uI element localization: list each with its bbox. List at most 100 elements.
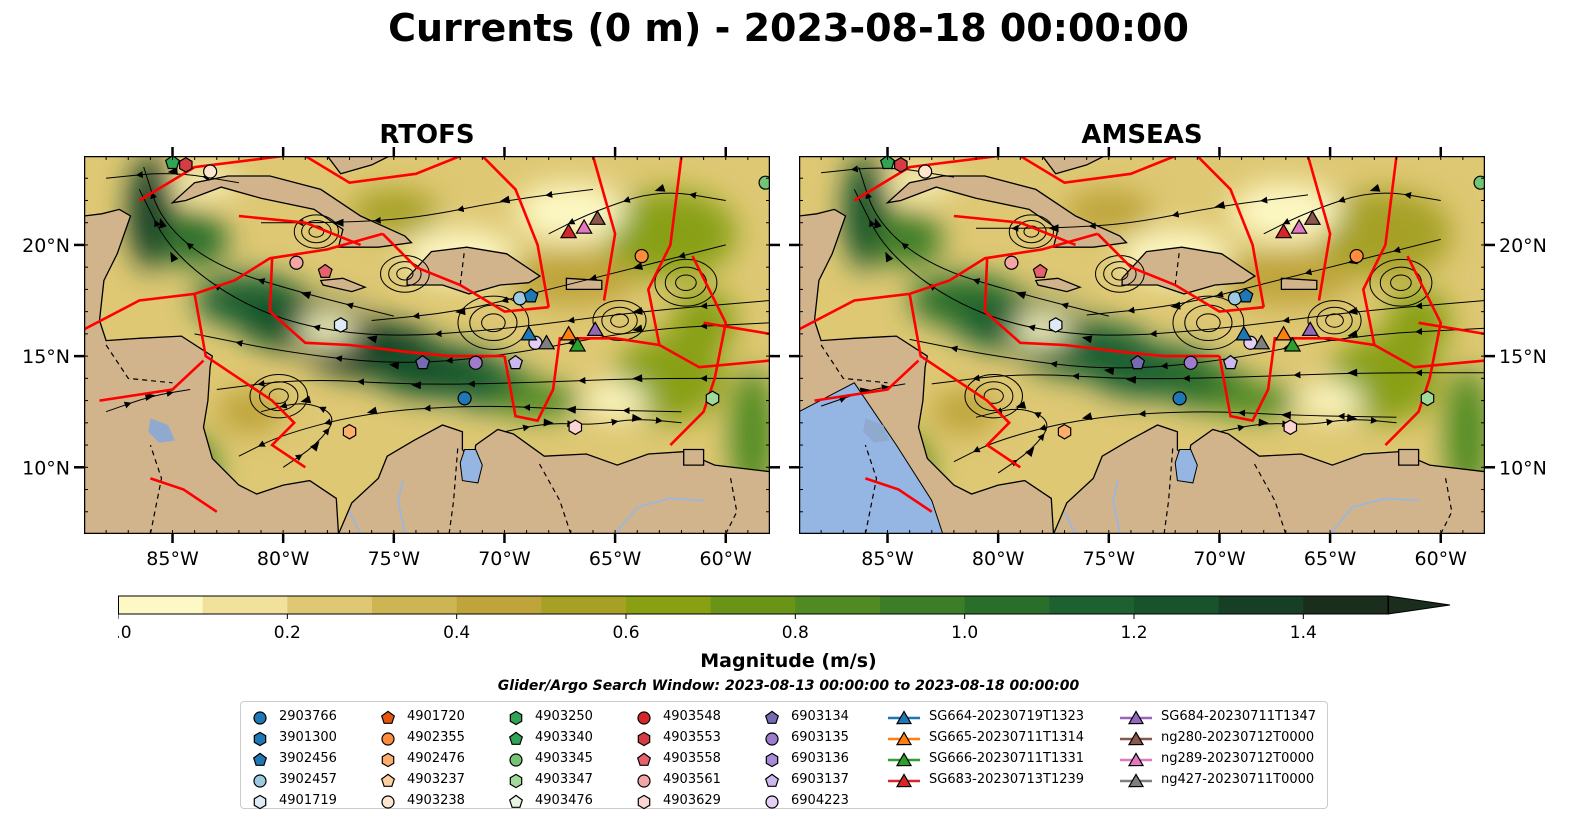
legend-marker-icon (637, 794, 651, 809)
legend-label: 4903340 (535, 730, 593, 745)
streamline (858, 166, 1109, 317)
marker-4902476 (1057, 423, 1072, 440)
legend-marker (252, 752, 268, 766)
legend-label: 3901300 (279, 730, 337, 745)
colorbar-segment (372, 596, 458, 614)
legend-entry: 4903237 (377, 769, 465, 790)
flow-arrow (1081, 335, 1093, 344)
flow-arrow (388, 361, 400, 370)
eddy-streamline (268, 388, 289, 404)
lon-label: 80°W (257, 548, 310, 570)
colorbar-frame (118, 595, 1389, 615)
marker-ng289-20230712T0000 (575, 218, 593, 234)
legend-label: 4903347 (535, 772, 593, 787)
streamline (216, 374, 770, 390)
eddy-streamline (1172, 295, 1245, 350)
legend-entry: SG665-20230711T1314 (887, 727, 1084, 748)
streamline (1263, 192, 1441, 235)
streamline (106, 171, 239, 184)
marker-4903238 (918, 164, 933, 179)
lake-nicaragua (863, 418, 890, 443)
legend-marker-icon (888, 709, 920, 724)
marker-4903558 (317, 263, 333, 279)
legend-entry: 6904223 (761, 790, 849, 811)
eez-line (503, 337, 660, 423)
country-border (1440, 476, 1453, 534)
legend-label: 6904223 (791, 793, 849, 808)
streamline (260, 401, 333, 468)
eddy-streamline (1008, 214, 1054, 249)
lat-label: 15°N (22, 346, 70, 368)
eddy-streamline (293, 214, 339, 249)
legend-entry: 6903137 (761, 769, 849, 790)
legend-marker (895, 709, 913, 724)
marker-ng427-20230711T0000 (537, 334, 556, 350)
eez-line (1306, 156, 1332, 301)
legend-marker (381, 752, 395, 767)
streamline (820, 383, 906, 407)
legend-column: 4903548 4903553 4903558 4903561 4903629 (633, 706, 721, 811)
lon-label: 60°W (1415, 548, 1468, 570)
flow-arrow (410, 381, 422, 390)
legend-entry: 4902355 (377, 727, 465, 748)
marker-3902456 (523, 288, 539, 303)
country-border (1252, 460, 1287, 534)
legend-marker (253, 731, 267, 746)
flow-arrow (499, 195, 511, 204)
flow-arrow (654, 184, 666, 192)
legend-entry: 3901300 (249, 727, 337, 748)
search-window-text: Glider/Argo Search Window: 2023-08-13 00… (497, 678, 1080, 694)
legend-entry: 4901720 (377, 706, 465, 727)
legend-label: 6903135 (791, 730, 849, 745)
marker-4903629 (568, 419, 583, 436)
lat-label: 20°N (22, 235, 70, 257)
legend-entry: 3902456 (249, 748, 337, 769)
legend-marker-icon (253, 731, 267, 746)
flow-arrow (1015, 291, 1027, 300)
flow-arrow (632, 262, 644, 270)
flow-arrow (1346, 413, 1358, 422)
streamline (105, 389, 191, 413)
legend-marker (1127, 730, 1145, 745)
colorbar-label: Magnitude (m/s) (700, 650, 877, 672)
flow-arrow (144, 392, 156, 401)
legend-label: 6903134 (791, 709, 849, 724)
legend-marker-icon (765, 731, 779, 746)
eez-line (268, 258, 505, 358)
observation-markers (164, 156, 770, 440)
legend-marker-icon (252, 752, 268, 766)
legend-marker (1127, 709, 1145, 724)
legend-label: SG664-20230719T1323 (929, 709, 1085, 724)
page-title: Currents (0 m) - 2023-08-18 00:00:00 (388, 6, 1189, 50)
legend-marker-icon (1120, 709, 1152, 724)
lon-label: 80°W (972, 548, 1025, 570)
legend-label: 4903558 (663, 751, 721, 766)
legend-label: 4901720 (407, 709, 465, 724)
legend-marker-icon (381, 752, 395, 767)
country-border (149, 444, 163, 534)
eddy-streamline (1390, 274, 1412, 292)
eddy-streamline (259, 381, 299, 412)
legend-label: ng280-20230712T0000 (1161, 730, 1315, 745)
marker-6903134 (1130, 354, 1146, 370)
legend-marker-icon (888, 751, 920, 766)
country-border (864, 444, 878, 534)
flow-arrow (1347, 368, 1358, 377)
eez-line (669, 255, 728, 447)
eddy-streamline (601, 306, 638, 335)
panel-title-amseas: AMSEAS (1081, 120, 1203, 150)
flow-arrow (1170, 301, 1181, 310)
eez-line (1361, 156, 1398, 346)
land-centralAmerica (84, 156, 340, 534)
lake-nicaragua (148, 418, 175, 443)
map-panel-rtofs (84, 156, 770, 534)
legend-label: SG683-20230713T1239 (929, 772, 1085, 787)
eez-line (1373, 343, 1485, 369)
marker-SG665-20230711T1314 (559, 325, 578, 341)
river (348, 511, 362, 534)
colorbar-segment (202, 596, 288, 614)
legend-label: 4903237 (407, 772, 465, 787)
legend-label: SG665-20230711T1314 (929, 730, 1085, 745)
marker-6903135 (1183, 355, 1198, 370)
legend-entry: 4903340 (505, 727, 593, 748)
